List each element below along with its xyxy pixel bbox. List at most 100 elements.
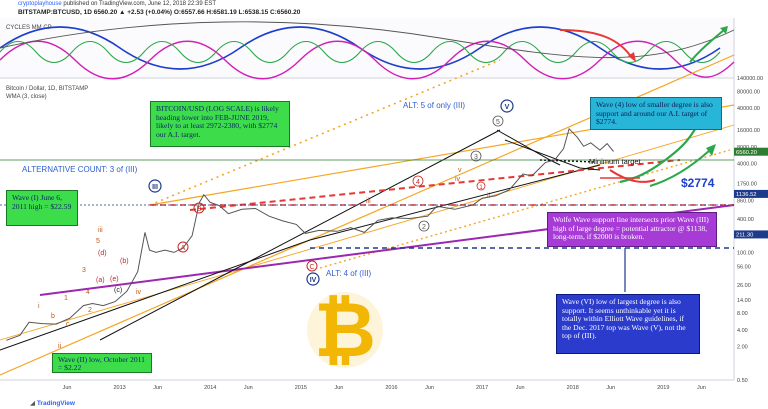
black-channel-upper: [99, 129, 501, 341]
y-tick-label: 1750.00: [737, 182, 757, 188]
wave-two-label: 2: [88, 307, 92, 314]
wave-c-label: c: [66, 321, 70, 328]
bitcoin-logo: ₿: [307, 288, 383, 373]
x-tick-label: 2014: [204, 385, 216, 391]
price-series-line: [6, 127, 614, 341]
cycles-label: CYCLES MM CP: [6, 25, 52, 31]
y-tick-label: 40000.00: [737, 106, 760, 112]
wave-circ3-label: 3: [474, 154, 478, 161]
y-tick-label: 0.50: [737, 378, 748, 384]
y-tick-label: 140000.00: [737, 76, 763, 82]
svg-text:₿: ₿: [314, 288, 376, 373]
wave-four-label: 4: [86, 289, 90, 296]
wave-A-label: A: [181, 245, 186, 252]
cycle-green-arrow: [689, 29, 725, 63]
price-badge-bg: [734, 230, 768, 239]
wave-circ2-circle: [418, 220, 430, 232]
price-badge-label: 6560.20: [736, 150, 757, 156]
publish-header: cryptoplayhouse published on TradingView…: [18, 1, 216, 7]
footer: ◢ TradingView: [0, 398, 768, 409]
wave6-note: Wave (VI) low of largest degree is also …: [556, 294, 700, 354]
x-tick-label: Jun: [516, 385, 525, 391]
cycle-red-arrowhead: [628, 52, 636, 62]
orange-dotted-lower: [319, 149, 731, 269]
y-tick-label: 8.00: [737, 311, 748, 317]
published-text: published on TradingView.com, June 12, 2…: [63, 1, 217, 7]
wave2-note: Wave (II) low, October 2011 = $2.22: [52, 353, 152, 373]
cycle-wave-green: [0, 40, 721, 64]
wave-V-label: V: [505, 104, 510, 111]
wave-b-label: b: [51, 313, 55, 320]
y-tick-label: 4.00: [737, 328, 748, 334]
price-badges: 6560.20 1136.52 211.30: [734, 147, 768, 239]
cycle-red-arrow: [559, 29, 633, 59]
wave-one-label: 1: [64, 295, 68, 302]
wave1-note: Wave (I) June 6, 2011 high = $22.59: [6, 190, 78, 226]
x-tick-label: 2017: [476, 385, 488, 391]
alt4-text: ALT: 4 of (III): [326, 269, 372, 278]
alt5-text: ALT: 5 of only (III): [403, 101, 465, 110]
wave-v-small-label: v: [458, 167, 462, 174]
wave-A-circle: [177, 241, 189, 253]
wave-C-circle: [306, 260, 318, 272]
y-tick-label: 400.00: [737, 217, 754, 223]
symbol-line: BITSTAMP:BTCUSD, 1D 6560.20 ▲ +2.53 (+0.…: [18, 9, 301, 16]
x-tick-label: Jun: [697, 385, 706, 391]
y-tick-label: 16000.00: [737, 128, 760, 134]
tradingview-logo[interactable]: ◢ TradingView: [30, 400, 75, 407]
wave-circ5-circle: [492, 115, 504, 127]
projection-green-main: [619, 119, 701, 184]
y-tick-label: 26.00: [737, 283, 751, 289]
wave-b-paren-label: (b): [120, 258, 129, 265]
x-tick-label: 2018: [567, 385, 579, 391]
wave-circ2-label: 2: [422, 224, 426, 231]
y-axis-ticks: 140000.0080000.0040000.0016000.008000.00…: [737, 76, 763, 384]
wave-B-circle: [193, 202, 205, 214]
y-tick-label: 14.00: [737, 298, 751, 304]
wave-e-paren-label: (e): [110, 276, 119, 283]
x-tick-label: Jun: [244, 385, 253, 391]
price-badge-label: 1136.52: [736, 192, 757, 198]
y-tick-label: 56.00: [737, 264, 751, 270]
wave-d-label: (d): [98, 250, 107, 257]
projection-green-arrowhead-2: [706, 144, 716, 156]
target-price-text: $2774: [681, 176, 715, 190]
wave-circ4-label: 4: [416, 179, 420, 186]
x-tick-label: 2015: [295, 385, 307, 391]
price-badge-bg: [734, 147, 768, 156]
wave-IV-label: IV: [310, 277, 317, 284]
wave-iii-small-label: iii: [366, 198, 371, 205]
wave-B-label: B: [197, 206, 202, 213]
triangle-line-1: [496, 129, 561, 166]
red-dashed-diagonal: [189, 159, 681, 211]
x-tick-label: Jun: [606, 385, 615, 391]
y-tick-label: 860.00: [737, 199, 754, 205]
wave-circ4-circle: [412, 175, 424, 187]
y-tick-label: 4000.00: [737, 162, 757, 168]
x-tick-label: Jun: [334, 385, 343, 391]
y-tick-label: 80000.00: [737, 89, 760, 95]
x-tick-label: Jun: [63, 385, 72, 391]
wave-i-label: i: [38, 303, 40, 310]
min-target-line: [539, 159, 596, 163]
chart-svg: CYCLES MM CP Bitcoin / Dollar, 1D, BITST…: [0, 18, 768, 391]
wave4-note: Wave (4) low of smaller degree is also s…: [590, 97, 722, 130]
wave-IV-circle: [306, 272, 320, 286]
x-tick-label: 2019: [657, 385, 669, 391]
wave-iv-label: iv: [136, 289, 142, 296]
cycle-wave-gray: [0, 21, 735, 59]
author-name[interactable]: cryptoplayhouse: [18, 1, 62, 7]
triangle-line-2: [504, 139, 601, 171]
x-tick-label: Jun: [425, 385, 434, 391]
price-badge-label: 211.30: [736, 233, 753, 239]
wave-five-label: 5: [96, 238, 100, 245]
wave-ii-small-label: ii: [487, 193, 491, 200]
black-channel-lower: [0, 239, 311, 351]
log-scale-note: BITCOIN/USD (LOG SCALE) is likely headin…: [150, 101, 290, 147]
min-target-text: Minimum target: [589, 157, 642, 166]
projection-green-2: [649, 149, 711, 187]
wave-circ1-circle: [476, 181, 486, 191]
wave-circ3-circle: [470, 150, 482, 162]
projection-red: [609, 169, 656, 183]
